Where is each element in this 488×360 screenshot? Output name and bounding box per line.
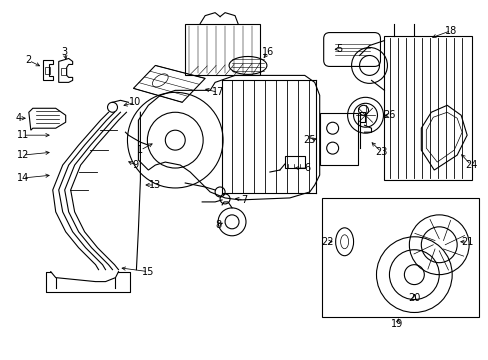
Bar [285,156,304,168]
Text: 4: 4 [16,113,22,123]
Text: 23: 23 [374,147,387,157]
Bar [61,68,65,75]
Text: 25: 25 [303,135,315,145]
Text: 21: 21 [460,237,472,247]
Text: 6: 6 [304,163,310,173]
Bar [321,198,478,318]
Bar [319,113,357,165]
Text: 20: 20 [407,293,420,302]
Bar [384,36,471,180]
Text: 8: 8 [215,220,221,230]
Bar [45,67,50,75]
Text: 15: 15 [142,267,154,276]
Text: 24: 24 [464,160,476,170]
Text: 17: 17 [211,87,224,97]
Text: 2: 2 [26,55,32,66]
Text: 22: 22 [321,237,333,247]
Text: 7: 7 [241,195,246,205]
Text: 9: 9 [132,160,138,170]
Text: 16: 16 [261,48,273,58]
Bar [185,24,260,75]
Text: 5: 5 [336,44,342,54]
Text: 12: 12 [17,150,29,160]
Text: 18: 18 [444,26,456,36]
Text: 11: 11 [17,130,29,140]
Text: 3: 3 [61,48,68,58]
Text: 14: 14 [17,173,29,183]
Text: 19: 19 [390,319,403,329]
Text: 10: 10 [129,97,141,107]
Text: 13: 13 [149,180,161,190]
Text: 1: 1 [137,145,143,155]
Text: 26: 26 [383,110,395,120]
